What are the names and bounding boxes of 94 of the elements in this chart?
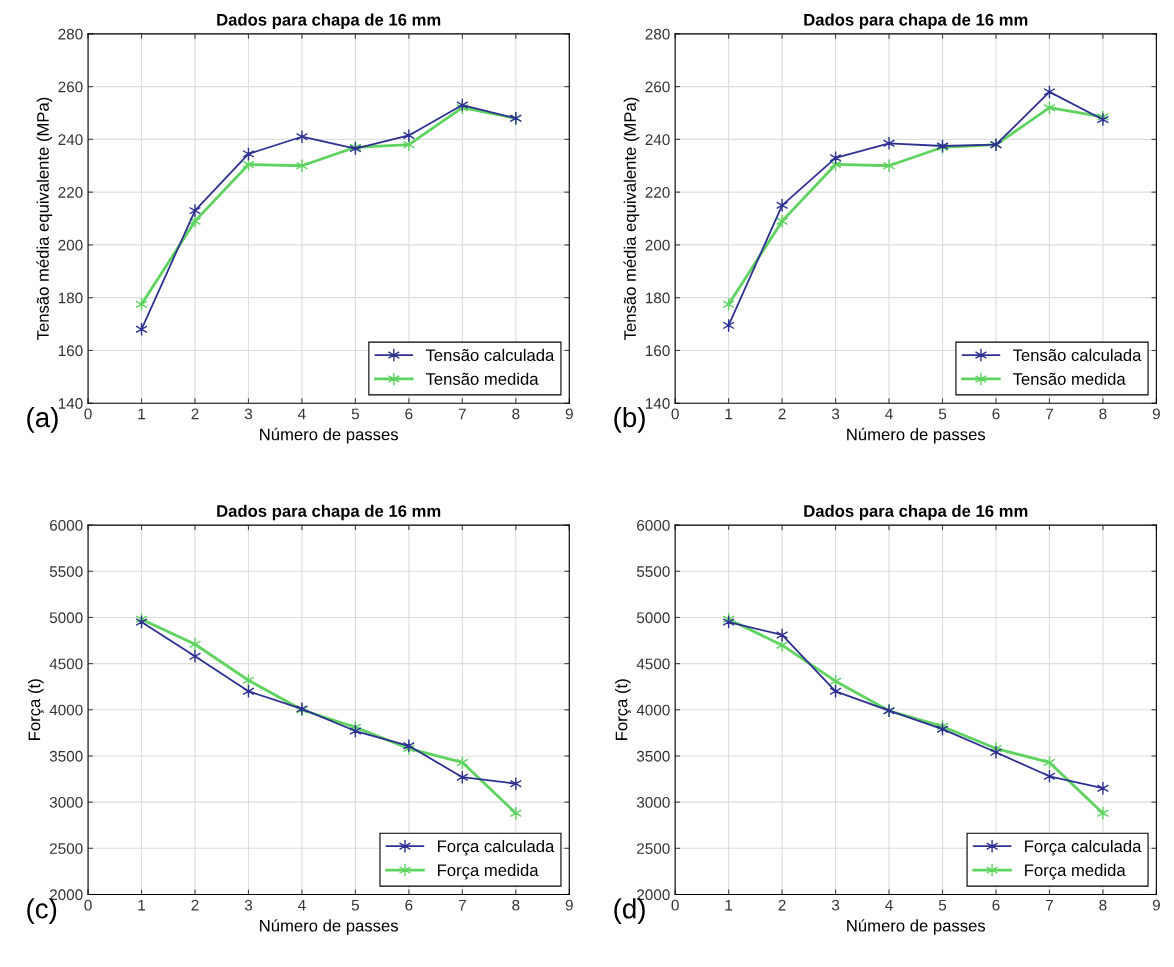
y-axis-title: Força (t)	[615, 679, 631, 740]
y-axis-title: Força (t)	[28, 679, 44, 740]
x-tick-label: 0	[671, 408, 679, 420]
x-tick-label: 7	[1045, 408, 1053, 420]
x-tick-label: 9	[1152, 408, 1160, 420]
legend-label: Força calculada	[1025, 839, 1142, 856]
x-tick-label: 3	[244, 408, 253, 420]
y-tick-label: 240	[58, 134, 83, 146]
x-tick-label: 1	[138, 408, 146, 420]
chart-title: Dados para chapa de 16 mm	[217, 13, 441, 29]
x-tick-label: 9	[565, 408, 573, 420]
x-tick-label: 5	[351, 408, 360, 420]
y-tick-label: 260	[645, 81, 670, 93]
x-tick-label: 5	[938, 899, 947, 911]
x-tick-label: 0	[84, 408, 92, 420]
x-tick-label: 8	[512, 408, 520, 420]
x-tick-label: 9	[565, 899, 573, 911]
x-tick-label: 6	[405, 899, 413, 911]
legend-label: Força calculada	[438, 839, 555, 856]
y-tick-label: 5000	[636, 612, 670, 624]
y-tick-label: 220	[58, 187, 83, 198]
y-tick-label: 4000	[636, 704, 670, 716]
x-tick-label: 6	[992, 899, 1000, 911]
legend-label: Tensão medida	[425, 372, 539, 385]
y-tick-label: 4500	[636, 658, 670, 670]
legend-label: Força medida	[1025, 863, 1126, 880]
y-tick-label: 200	[58, 239, 83, 251]
y-axis-title: Tensão média equivalente (MPa)	[623, 97, 640, 340]
x-axis-title: Número de passes	[260, 427, 399, 444]
y-tick-label: 4500	[49, 658, 83, 670]
y-tick-label: 280	[58, 28, 83, 40]
y-tick-label: 5000	[49, 612, 83, 624]
x-tick-label: 1	[138, 899, 146, 911]
y-tick-label: 140	[645, 398, 670, 409]
x-tick-label: 3	[831, 408, 840, 420]
x-tick-label: 2	[191, 408, 199, 420]
x-tick-label: 8	[512, 899, 520, 911]
x-tick-label: 2	[778, 408, 786, 420]
legend-label: Força medida	[438, 863, 539, 880]
x-tick-label: 7	[1045, 899, 1053, 911]
x-tick-label: 5	[351, 899, 360, 911]
x-tick-label: 7	[458, 899, 466, 911]
x-tick-label: 2	[778, 899, 786, 911]
chart-title: Dados para chapa de 16 mm	[804, 504, 1028, 521]
x-tick-label: 0	[671, 899, 679, 911]
x-tick-label: 6	[405, 408, 413, 420]
x-tick-label: 1	[725, 899, 733, 911]
legend-label: Tensão calculada	[425, 348, 555, 362]
x-tick-label: 1	[725, 408, 733, 420]
x-tick-label: 7	[458, 408, 466, 420]
y-tick-label: 160	[58, 345, 83, 357]
y-tick-label: 220	[645, 187, 670, 198]
text: (a)	[27, 406, 58, 433]
y-tick-label: 5500	[636, 566, 670, 577]
y-tick-label: 240	[645, 134, 670, 146]
x-axis-title: Número de passes	[260, 919, 399, 935]
y-tick-label: 3500	[636, 750, 670, 762]
x-tick-label: 3	[244, 899, 253, 911]
y-tick-label: 2500	[637, 843, 670, 854]
y-tick-label: 140	[58, 398, 83, 409]
y-tick-label: 260	[58, 81, 83, 93]
x-axis-title: Número de passes	[847, 919, 986, 935]
y-tick-label: 3500	[49, 750, 83, 762]
y-tick-label: 4000	[49, 704, 83, 716]
text: (b)	[614, 406, 645, 433]
legend-label: Tensão medida	[1012, 372, 1126, 385]
x-tick-label: 4	[298, 408, 306, 420]
x-tick-label: 4	[298, 899, 306, 911]
y-tick-label: 3000	[636, 797, 670, 808]
x-tick-label: 3	[831, 899, 840, 911]
y-tick-label: 6000	[637, 519, 670, 531]
x-tick-label: 9	[1152, 899, 1160, 911]
y-tick-label: 6000	[49, 519, 83, 531]
chart-title: Dados para chapa de 16 mm	[217, 504, 441, 521]
x-tick-label: 4	[885, 408, 893, 420]
y-tick-label: 280	[645, 28, 670, 40]
x-tick-label: 4	[885, 899, 893, 911]
y-tick-label: 200	[645, 239, 670, 251]
chart-title: Dados para chapa de 16 mm	[804, 13, 1028, 29]
x-tick-label: 2	[191, 899, 199, 911]
y-tick-label: 2500	[49, 843, 83, 854]
x-tick-label: 8	[1099, 408, 1107, 420]
legend-label: Tensão calculada	[1012, 348, 1142, 362]
x-tick-label: 5	[938, 408, 947, 420]
y-axis-title: Tensão média equivalente (MPa)	[36, 97, 53, 340]
y-tick-label: 180	[58, 292, 83, 304]
x-axis-title: Número de passes	[847, 427, 986, 444]
x-tick-label: 6	[992, 408, 1000, 420]
x-tick-label: 0	[84, 899, 92, 911]
y-tick-label: 3000	[49, 797, 83, 808]
y-tick-label: 180	[645, 292, 670, 304]
y-tick-label: 160	[645, 345, 670, 357]
y-tick-label: 5500	[49, 566, 83, 577]
x-tick-label: 8	[1099, 899, 1107, 911]
